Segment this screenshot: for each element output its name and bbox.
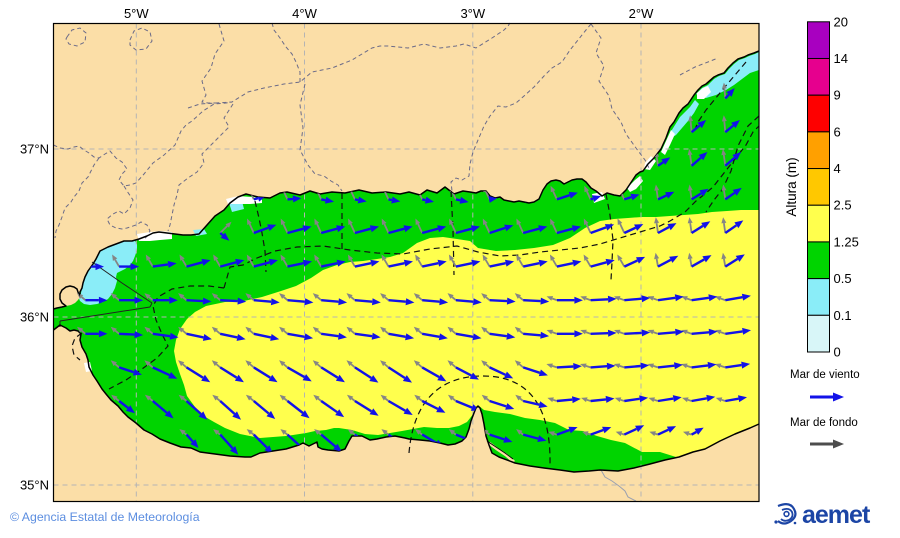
svg-text:© Agencia Estatal de Meteorolo: © Agencia Estatal de Meteorología (10, 510, 200, 524)
svg-text:aemet: aemet (802, 501, 871, 529)
svg-text:Mar de viento: Mar de viento (790, 369, 860, 381)
svg-text:0.5: 0.5 (834, 271, 852, 286)
svg-text:36°N: 36°N (20, 310, 49, 325)
svg-text:20: 20 (834, 14, 848, 29)
svg-text:2.5: 2.5 (834, 198, 852, 213)
svg-text:5°W: 5°W (124, 6, 149, 21)
svg-text:3°W: 3°W (460, 6, 485, 21)
svg-text:0.1: 0.1 (834, 308, 852, 323)
svg-text:6: 6 (834, 124, 841, 139)
svg-text:14: 14 (834, 51, 848, 66)
svg-text:Altura (m): Altura (m) (784, 157, 799, 216)
svg-text:4°W: 4°W (292, 6, 317, 21)
svg-text:37°N: 37°N (20, 142, 49, 157)
svg-text:35°N: 35°N (20, 478, 49, 493)
svg-text:Mar de fondo: Mar de fondo (790, 417, 858, 429)
svg-text:1.25: 1.25 (834, 234, 859, 249)
svg-text:4: 4 (834, 161, 841, 176)
svg-text:9: 9 (834, 88, 841, 103)
svg-text:0: 0 (834, 345, 841, 360)
svg-text:2°W: 2°W (629, 6, 654, 21)
